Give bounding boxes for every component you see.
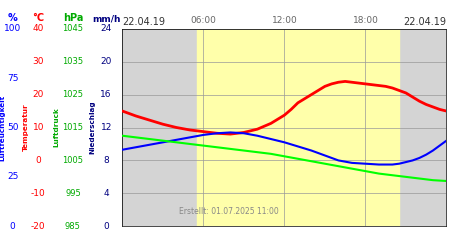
Text: 12: 12 bbox=[100, 123, 112, 132]
Text: 20: 20 bbox=[100, 57, 112, 66]
Text: Erstellt: 01.07.2025 11:00: Erstellt: 01.07.2025 11:00 bbox=[180, 208, 279, 216]
Text: 20: 20 bbox=[32, 90, 44, 99]
Text: Temperatur: Temperatur bbox=[23, 104, 29, 151]
Text: 75: 75 bbox=[7, 74, 18, 82]
Text: Luftfeuchtigkeit: Luftfeuchtigkeit bbox=[0, 94, 6, 160]
Text: %: % bbox=[8, 13, 18, 23]
Text: 1025: 1025 bbox=[63, 90, 83, 99]
Text: 4: 4 bbox=[104, 189, 109, 198]
Text: 22.04.19: 22.04.19 bbox=[403, 17, 446, 27]
Text: 40: 40 bbox=[32, 24, 44, 33]
Text: 16: 16 bbox=[100, 90, 112, 99]
Text: 985: 985 bbox=[65, 222, 81, 231]
Text: 995: 995 bbox=[65, 189, 81, 198]
Text: hPa: hPa bbox=[63, 13, 83, 23]
Bar bbox=[197, 29, 399, 226]
Text: 100: 100 bbox=[4, 24, 21, 33]
Text: 22.04.19: 22.04.19 bbox=[122, 17, 166, 27]
Text: -10: -10 bbox=[31, 189, 45, 198]
Text: 30: 30 bbox=[32, 57, 44, 66]
Text: mm/h: mm/h bbox=[92, 14, 121, 23]
Text: 1045: 1045 bbox=[63, 24, 83, 33]
Text: 24: 24 bbox=[100, 24, 112, 33]
Text: Niederschlag: Niederschlag bbox=[89, 101, 95, 154]
Text: 0: 0 bbox=[36, 156, 41, 165]
Text: -20: -20 bbox=[31, 222, 45, 231]
Text: 1005: 1005 bbox=[63, 156, 83, 165]
Text: 10: 10 bbox=[32, 123, 44, 132]
Text: 0: 0 bbox=[104, 222, 109, 231]
Text: 1015: 1015 bbox=[63, 123, 83, 132]
Text: 50: 50 bbox=[7, 123, 18, 132]
Text: °C: °C bbox=[32, 13, 44, 23]
Text: 1035: 1035 bbox=[63, 57, 83, 66]
Text: 25: 25 bbox=[7, 172, 18, 182]
Text: 0: 0 bbox=[10, 222, 15, 231]
Text: 8: 8 bbox=[104, 156, 109, 165]
Text: Luftdruck: Luftdruck bbox=[53, 108, 59, 147]
